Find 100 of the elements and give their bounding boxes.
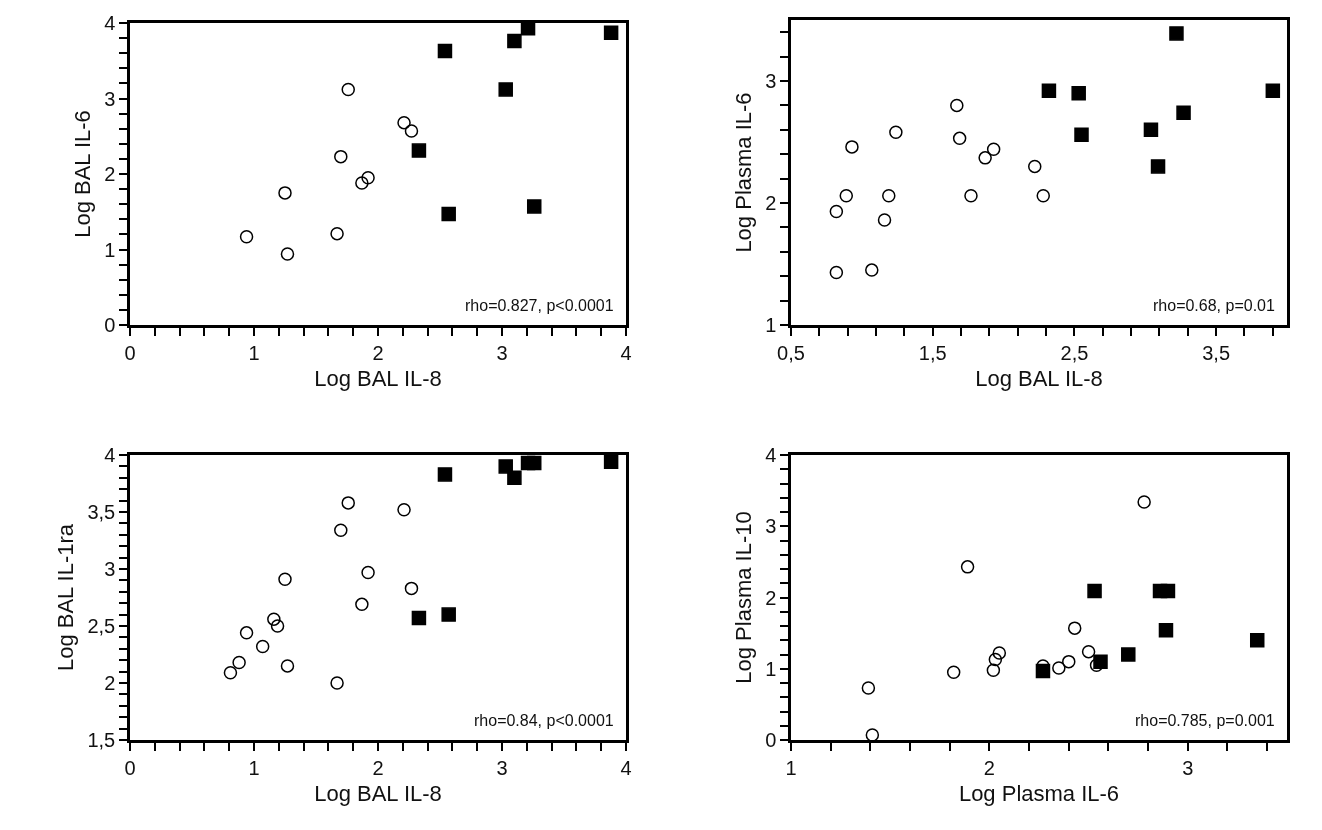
point xyxy=(507,470,522,486)
point xyxy=(845,140,859,154)
x-tick-label: 2 xyxy=(372,756,384,779)
point xyxy=(280,247,295,261)
point xyxy=(334,149,348,164)
x-tick-label: 0,5 xyxy=(777,341,805,364)
x-axis-title: Log BAL IL-8 xyxy=(314,780,442,806)
point xyxy=(267,612,281,626)
point xyxy=(964,188,978,203)
x-tick-label: 3 xyxy=(496,756,508,779)
point xyxy=(239,229,254,244)
point xyxy=(1265,83,1281,99)
point xyxy=(498,459,513,474)
point xyxy=(986,142,1001,157)
point xyxy=(334,523,348,537)
point xyxy=(1074,127,1089,142)
point xyxy=(1121,647,1136,662)
point xyxy=(603,25,619,41)
point xyxy=(341,496,355,510)
y-axis-title: Log Plasma IL-6 xyxy=(730,92,756,253)
x-tick-label: 1 xyxy=(248,341,260,364)
annotation: rho=0.84, p<0.0001 xyxy=(474,712,614,729)
point xyxy=(992,646,1007,660)
y-tick-label: 3 xyxy=(104,558,116,580)
point xyxy=(280,659,295,673)
point xyxy=(397,115,411,130)
point xyxy=(889,125,903,139)
point xyxy=(960,560,975,574)
point xyxy=(829,265,844,280)
annotation: rho=0.785, p=0.001 xyxy=(1135,712,1275,729)
point xyxy=(865,263,879,277)
point xyxy=(404,124,419,138)
x-tick-label: 3 xyxy=(1182,756,1194,779)
point xyxy=(829,204,844,219)
point xyxy=(1028,159,1042,174)
point xyxy=(861,681,876,695)
y-tick-label: 4 xyxy=(104,12,116,34)
x-tick-label: 3,5 xyxy=(1202,341,1231,364)
y-axis-title: Log Plasma IL-10 xyxy=(730,511,756,684)
point xyxy=(946,665,961,680)
point xyxy=(1160,583,1176,599)
y-tick-label: 3 xyxy=(765,70,777,92)
y-tick-label: 1 xyxy=(765,657,777,680)
point xyxy=(441,607,456,622)
point xyxy=(1137,495,1151,509)
point xyxy=(978,151,992,165)
point xyxy=(223,665,238,680)
x-tick-label: 1,5 xyxy=(918,341,947,364)
point xyxy=(839,188,854,203)
y-axis-title: Log BAL IL-1ra xyxy=(53,523,79,672)
y-tick-label: 2,5 xyxy=(87,615,116,637)
y-axis-title: Log BAL IL-6 xyxy=(69,110,95,238)
point xyxy=(341,82,355,97)
x-axis-title: Log Plasma IL-6 xyxy=(958,780,1120,806)
point xyxy=(1176,105,1191,120)
x-tick-label: 2 xyxy=(983,756,995,779)
point xyxy=(232,655,246,670)
point xyxy=(411,143,427,158)
point xyxy=(1036,188,1050,203)
point xyxy=(526,455,542,471)
point xyxy=(441,206,456,222)
point xyxy=(330,676,344,690)
point xyxy=(507,33,522,49)
point xyxy=(1249,633,1265,648)
y-tick-label: 2 xyxy=(765,192,777,214)
point xyxy=(1150,159,1166,174)
point xyxy=(1093,654,1108,669)
point xyxy=(361,171,375,185)
point xyxy=(1081,644,1096,659)
point xyxy=(882,188,896,203)
point xyxy=(404,581,419,596)
y-tick-label: 1 xyxy=(765,314,777,336)
point xyxy=(986,663,1001,677)
y-tick-label: 0 xyxy=(104,314,116,336)
point xyxy=(1052,661,1066,675)
point xyxy=(498,82,513,97)
point xyxy=(411,610,427,626)
point xyxy=(1067,621,1082,635)
point xyxy=(361,565,375,580)
point xyxy=(270,619,285,633)
x-axis-title: Log BAL IL-8 xyxy=(314,365,442,391)
point xyxy=(239,626,254,640)
y-tick-label: 1 xyxy=(104,238,116,261)
point xyxy=(988,652,1003,667)
point xyxy=(877,213,892,227)
point xyxy=(952,131,967,146)
point xyxy=(437,43,453,59)
point xyxy=(526,199,542,214)
point xyxy=(1087,583,1102,599)
point xyxy=(255,639,270,654)
annotation: rho=0.68, p=0.01 xyxy=(1153,297,1275,314)
y-tick-label: 3 xyxy=(104,87,116,110)
point xyxy=(355,597,369,612)
point xyxy=(278,186,292,200)
point xyxy=(950,98,964,113)
x-tick-label: 3 xyxy=(496,341,508,364)
x-tick-label: 0 xyxy=(124,341,136,364)
point xyxy=(1035,663,1051,679)
y-tick-label: 3 xyxy=(765,515,777,538)
y-tick-label: 1,5 xyxy=(87,729,116,751)
